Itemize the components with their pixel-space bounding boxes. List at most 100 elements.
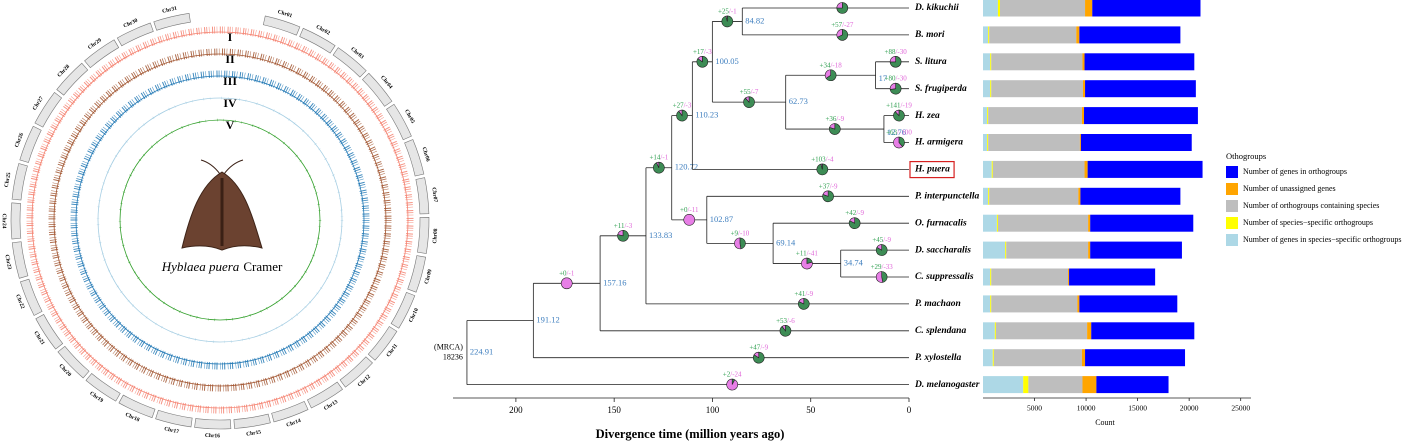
bar-segment <box>1090 214 1194 232</box>
chromosome-label: Chr08 <box>432 228 439 244</box>
contraction-slice <box>824 69 831 79</box>
bar-segment <box>1081 349 1086 367</box>
bar-segment <box>983 160 992 178</box>
bar-segment <box>1079 26 1181 44</box>
contraction-slice <box>875 271 884 283</box>
bar-segment <box>997 0 1001 17</box>
expansion-label: +63 <box>886 128 897 136</box>
chromosome-ideogram <box>299 27 336 54</box>
species-label: H. zea <box>914 111 940 121</box>
legend-label: Number of genes in orthogroups <box>1243 167 1347 176</box>
contraction-label: /-9 <box>805 290 813 298</box>
node-age: 12.76 <box>887 127 906 137</box>
node-age: 34.74 <box>844 258 864 268</box>
chromosome-ideogram <box>11 163 28 201</box>
node-age: 84.82 <box>745 15 764 25</box>
chromosome-ideogram <box>339 356 373 388</box>
bar-segment <box>1079 295 1178 313</box>
track-label: V <box>226 118 235 132</box>
expansion-label: +0 <box>680 205 688 213</box>
bar-segment <box>983 268 991 286</box>
bar-segment <box>1082 53 1085 71</box>
chromosome-ideogram <box>118 394 156 419</box>
gene-family-change: +42/-9 <box>845 209 864 217</box>
gene-family-change: +141/-19 <box>886 101 912 109</box>
chromosome-ideogram <box>404 139 425 177</box>
bar-segment <box>983 349 993 367</box>
chromosome-ideogram <box>194 418 232 430</box>
legend-label: Number of unassigned genes <box>1243 184 1336 193</box>
chromosome-ideogram <box>35 314 64 350</box>
expansion-label: +41 <box>794 290 805 298</box>
chromosome-ideogram <box>233 413 271 429</box>
x-tick-label: 50 <box>806 405 816 415</box>
contraction-slice <box>753 351 760 359</box>
bar-segment <box>990 295 992 313</box>
chromosome-label: Chr09 <box>424 269 434 285</box>
bar-segment <box>983 53 991 71</box>
node-age: 157.16 <box>603 277 626 287</box>
gene-family-change: +34/-18 <box>820 61 843 69</box>
legend-swatch <box>1226 217 1238 229</box>
contraction-label: /-1 <box>567 269 575 277</box>
chromosome-label: Chr30 <box>123 18 139 30</box>
species-highlight <box>909 160 955 179</box>
contraction-label: /-4 <box>826 155 834 163</box>
expansion-label: +36 <box>825 115 836 123</box>
species-label: P. xylostella <box>915 353 962 363</box>
contraction-slice <box>697 55 703 63</box>
chromosome-ideogram <box>415 177 430 215</box>
contraction-label: /-3 <box>624 221 632 229</box>
bar-segment <box>1005 241 1007 259</box>
x-tick-label: 10000 <box>1077 404 1096 413</box>
bar-segment <box>1085 80 1196 98</box>
bar-segment <box>1000 0 1086 17</box>
contraction-slice <box>894 109 900 117</box>
bar-segment <box>989 187 1079 205</box>
expansion-label: +80 <box>885 74 896 82</box>
contraction-slice <box>889 82 896 90</box>
track-signal <box>96 96 344 344</box>
gene-family-change: +57/-27 <box>831 21 854 29</box>
contraction-slice <box>683 214 695 226</box>
bar-segment <box>983 214 997 232</box>
node-age: 100.05 <box>715 56 738 66</box>
bar-segment <box>1069 268 1156 286</box>
chromosome-ideogram <box>332 47 367 78</box>
chromosome-label: Chr06 <box>420 146 430 162</box>
contraction-label: /-3 <box>684 101 692 109</box>
contraction-label: /-9 <box>830 182 838 190</box>
species-label: P. interpunctella <box>915 191 979 201</box>
expansion-label: +17 <box>693 47 704 55</box>
bar-segment <box>990 80 992 98</box>
gene-family-change: +29/-33 <box>871 263 894 271</box>
legend-label: Number of genes in species−specific orth… <box>1243 235 1401 244</box>
phylogeny: 224.91 191.12 157.16 133.83 120.72 110.23 100.… <box>434 0 980 391</box>
gene-family-change: +2/-24 <box>723 370 742 378</box>
species-label: H. armigera <box>914 138 963 148</box>
chromosome-label: Chr07 <box>430 187 438 203</box>
contraction-label: /-18 <box>830 61 842 69</box>
bar-segment <box>1088 214 1091 232</box>
gene-family-change: +63/-100 <box>886 128 912 136</box>
chromosome-label: Chr22 <box>14 294 25 310</box>
legend-title: Othogroups <box>1226 151 1266 161</box>
bar-segment <box>983 107 988 125</box>
chromosome-ideogram <box>307 381 343 409</box>
bar-segment <box>990 268 992 286</box>
expansion-label: +53 <box>776 316 787 324</box>
contraction-label: /-41 <box>807 249 819 257</box>
bar-segment <box>1068 268 1070 286</box>
bar-segment <box>1092 0 1201 17</box>
contraction-slice <box>734 237 742 250</box>
bar-segment <box>1082 376 1097 394</box>
x-tick-label: 150 <box>607 405 621 415</box>
contraction-slice <box>781 324 786 332</box>
legend-swatch <box>1226 183 1238 195</box>
contraction-slice <box>822 190 829 197</box>
track-label: IV <box>223 96 237 110</box>
contraction-slice <box>798 298 805 305</box>
contraction-label: /-19 <box>901 101 913 109</box>
species-authority: Cramer <box>243 259 283 274</box>
bar-segment <box>983 295 991 313</box>
